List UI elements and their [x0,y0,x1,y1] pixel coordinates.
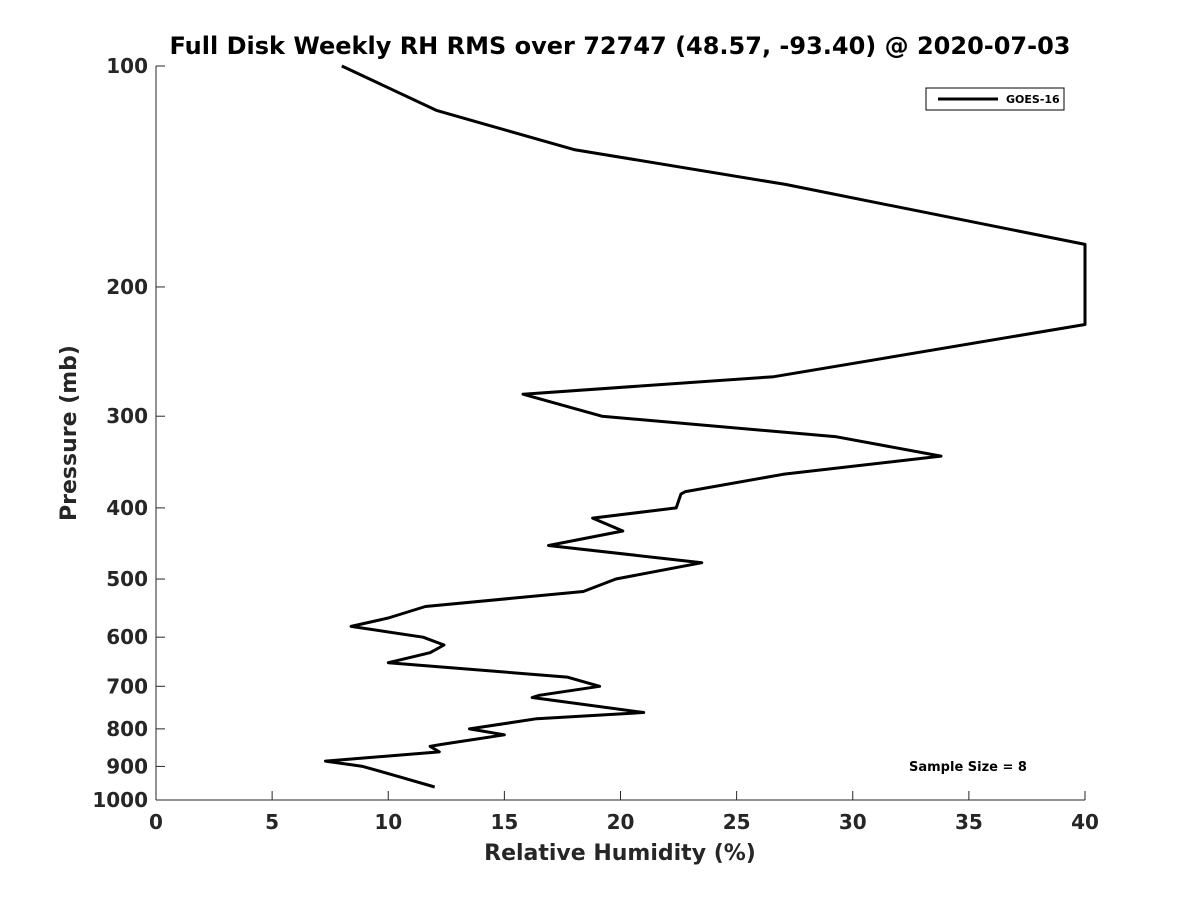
legend-label-goes-16: GOES-16 [1006,93,1060,106]
x-tick-label: 25 [723,810,751,834]
y-tick-label: 700 [106,674,148,698]
y-tick-label: 400 [106,496,148,520]
legend: GOES-16 [925,87,1065,111]
y-tick-label: 800 [106,717,148,741]
y-tick-label: 200 [106,275,148,299]
x-tick-label: 35 [955,810,983,834]
x-tick-label: 30 [839,810,867,834]
series-line-goes-16 [324,64,1087,789]
x-tick-label: 10 [374,810,402,834]
y-tick-label: 500 [106,567,148,591]
x-tick-label: 5 [265,810,279,834]
y-axis-ticks: 100 200 300 400 500 600 700 800 900 1000 [92,54,165,812]
sample-size-annotation: Sample Size = 8 [909,760,1027,775]
y-tick-label: 1000 [92,788,148,812]
y-tick-label: 900 [106,754,148,778]
chart-title: Full Disk Weekly RH RMS over 72747 (48.5… [169,32,1070,60]
x-tick-label: 20 [607,810,635,834]
x-tick-label: 0 [149,810,163,834]
y-tick-label: 300 [106,404,148,428]
y-axis-label: Pressure (mb) [57,345,82,521]
x-axis-label: Relative Humidity (%) [484,841,756,866]
x-tick-label: 40 [1071,810,1099,834]
y-tick-label: 600 [106,625,148,649]
x-axis-ticks: 0 5 10 15 20 25 30 35 40 [149,791,1099,834]
y-tick-label: 100 [106,54,148,78]
x-tick-label: 15 [490,810,518,834]
